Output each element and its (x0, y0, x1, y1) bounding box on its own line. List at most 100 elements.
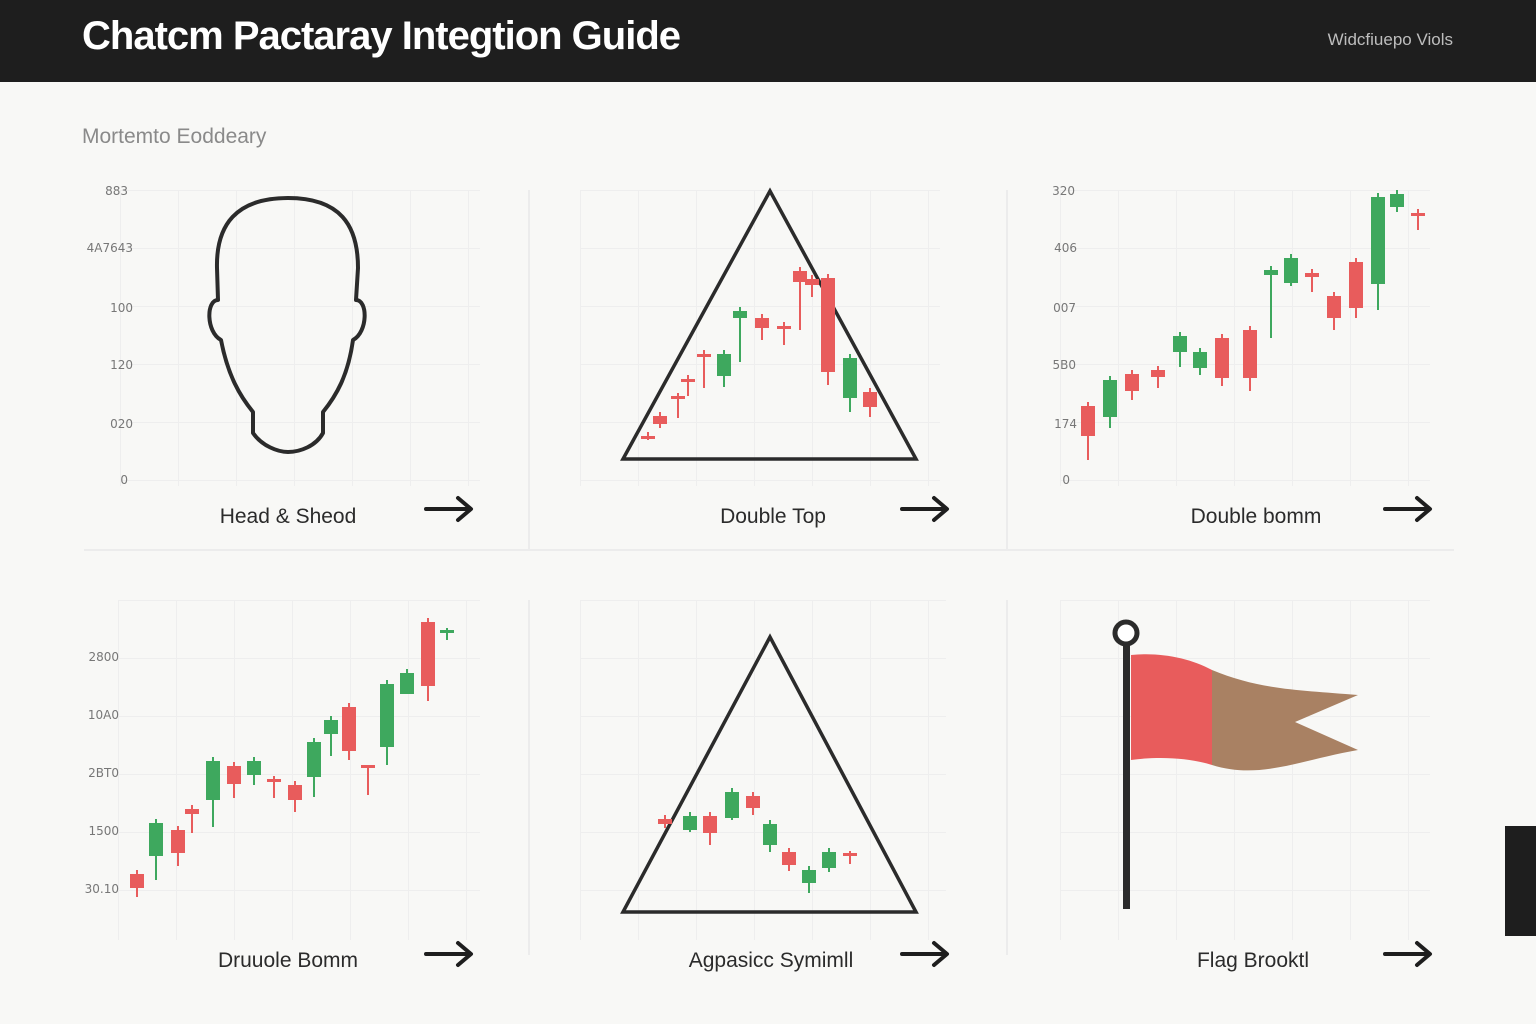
candle-body (863, 392, 877, 407)
y-tick-label: 30.10 (84, 882, 119, 896)
candle-body (247, 761, 261, 775)
candle-body (683, 816, 697, 830)
candle-body (653, 416, 667, 424)
y-tick-label: 2800 (88, 650, 119, 664)
arrow-right-icon[interactable] (424, 494, 476, 524)
candle-body (763, 824, 777, 845)
arrow-right-icon[interactable] (1383, 939, 1435, 969)
y-tick-label: 007 (1053, 301, 1076, 315)
candle-body (755, 318, 769, 328)
candle-body (793, 271, 807, 282)
candle-body (206, 761, 220, 800)
candle-body (805, 279, 819, 285)
chart-grid (118, 600, 480, 940)
y-tick-label: 883 (105, 184, 128, 198)
arrow-right-icon[interactable] (424, 939, 476, 969)
candle-body (421, 622, 435, 686)
candle-body (1411, 213, 1425, 216)
candle-body (843, 853, 857, 856)
candle-body (733, 311, 747, 318)
candle-body (361, 765, 375, 768)
candle-body (802, 870, 816, 883)
candle-body (1371, 197, 1385, 284)
candle-body (1103, 380, 1117, 417)
y-tick-label: 4A7643 (86, 241, 133, 255)
candle-body (1349, 262, 1363, 308)
candle-body (130, 874, 144, 888)
arrow-right-icon[interactable] (900, 494, 952, 524)
candle-body (822, 852, 836, 868)
y-tick-label: 100 (110, 301, 133, 315)
pattern-label: Head & Sheod (219, 505, 357, 528)
candle-body (717, 354, 731, 376)
pattern-label: Agpasicc Symimll (688, 949, 854, 972)
side-panel-tab[interactable] (1505, 826, 1536, 936)
chart-grid (580, 600, 946, 940)
pattern-label: Double Top (720, 505, 826, 528)
column-divider (528, 190, 530, 550)
candle-body (400, 673, 414, 694)
candle-body (1327, 296, 1341, 318)
candle-body (703, 816, 717, 833)
candle-body (725, 792, 739, 818)
chart-grid (120, 190, 480, 486)
candle-body (1264, 270, 1278, 275)
column-divider (1006, 190, 1008, 550)
candle-body (307, 742, 321, 777)
candle-body (671, 396, 685, 399)
y-tick-label: 1500 (88, 824, 119, 838)
top-right-link[interactable]: Widcfiuepo Viols (1327, 30, 1453, 49)
candle-body (1243, 330, 1257, 378)
arrow-right-icon[interactable] (900, 939, 952, 969)
candle-body (1193, 352, 1207, 368)
candle-body (658, 819, 672, 824)
candle-body (1305, 273, 1319, 277)
candle-body (746, 796, 760, 808)
pattern-label: Double bomm (1190, 505, 1322, 528)
section-subtitle: Mortemto Eoddeary (82, 125, 267, 148)
y-tick-label: 020 (110, 417, 133, 431)
candle-body (1390, 194, 1404, 207)
candle-body (777, 326, 791, 329)
y-tick-label: 0 (1062, 473, 1070, 487)
candle-body (171, 830, 185, 853)
candle-body (1151, 370, 1165, 377)
candle-body (267, 779, 281, 782)
column-divider (528, 600, 530, 955)
candle-body (1125, 374, 1139, 391)
candle-body (1081, 406, 1095, 436)
candle-body (342, 707, 356, 751)
top-bar: Chatcm Pactaray Integtion Guide Widcfiue… (0, 0, 1536, 82)
arrow-right-icon[interactable] (1383, 494, 1435, 524)
column-divider (1006, 600, 1008, 955)
candle-body (821, 278, 835, 372)
app-title: Chatcm Pactaray Integtion Guide (82, 14, 681, 58)
candle-body (1215, 338, 1229, 378)
candle-body (324, 720, 338, 734)
candle-body (227, 766, 241, 784)
candle-body (697, 354, 711, 357)
pattern-label: Flag Brooktl (1196, 949, 1310, 972)
candle-body (1284, 258, 1298, 283)
candle-body (149, 823, 163, 856)
y-tick-label: 406 (1054, 241, 1077, 255)
candle-body (681, 379, 695, 382)
candle-body (782, 852, 796, 865)
y-tick-label: 2BT0 (88, 766, 119, 780)
y-tick-label: 120 (110, 358, 133, 372)
chart-grid (580, 190, 940, 486)
y-tick-label: 5B0 (1052, 358, 1076, 372)
pattern-label: Druuole Bomm (217, 949, 359, 972)
y-tick-label: 0 (120, 473, 128, 487)
candle-body (440, 630, 454, 633)
candle-body (380, 684, 394, 747)
candle-body (843, 358, 857, 398)
y-tick-label: 320 (1052, 184, 1075, 198)
candle-body (641, 436, 655, 439)
